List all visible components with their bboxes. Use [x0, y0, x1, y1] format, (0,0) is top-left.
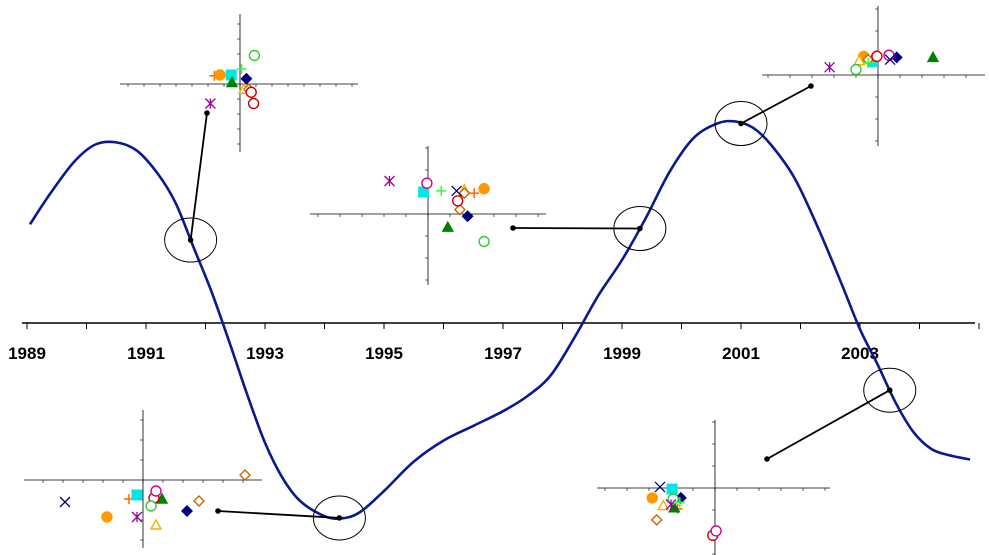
- inset-anchor-dot: [204, 110, 210, 116]
- scatter-point: [853, 54, 866, 66]
- curve-dot: [886, 387, 893, 394]
- scatter-point: [478, 182, 490, 195]
- inset-mid: [310, 146, 546, 285]
- scatter-point: [469, 188, 480, 199]
- callout: [164, 110, 218, 263]
- x-tick-label: 1989: [8, 344, 46, 363]
- scatter-point: [149, 518, 163, 530]
- scatter-point: [650, 513, 663, 526]
- scatter-point: [710, 525, 722, 537]
- scatter-point: [131, 489, 143, 501]
- callout-circle: [164, 217, 218, 263]
- curve-dot: [336, 515, 343, 521]
- scatter-point: [248, 49, 261, 62]
- connector-line: [512, 227, 640, 230]
- scatter-point: [131, 511, 143, 523]
- scatter-point: [59, 496, 71, 508]
- connector-line: [740, 85, 812, 125]
- callout-circle: [312, 495, 366, 541]
- scatter-point: [181, 505, 193, 517]
- curve-dot: [187, 237, 194, 243]
- inset-br: [597, 420, 830, 555]
- callout-circle: [863, 367, 917, 413]
- x-tick-label: 1999: [603, 344, 641, 363]
- scatter-point: [204, 98, 216, 109]
- scatter-point: [461, 210, 474, 223]
- scatter-point: [436, 185, 447, 196]
- scatter-point: [240, 72, 253, 85]
- connector-line: [189, 112, 208, 241]
- x-axis: 1989 1991 1993 1995 1997 1999 2001 2003: [8, 322, 980, 363]
- scatter-point: [452, 195, 464, 207]
- inset-scatter-plots: [24, 6, 985, 555]
- scatter-point: [214, 69, 226, 81]
- connector-line: [217, 510, 340, 519]
- scatter-point: [666, 483, 678, 495]
- scatter-point: [145, 500, 157, 512]
- callout: [215, 495, 366, 541]
- x-tick-label: 1997: [484, 344, 522, 363]
- scatter-point: [236, 64, 247, 74]
- scatter-point: [453, 203, 466, 216]
- scatter-point: [850, 63, 862, 76]
- connector-line: [766, 389, 891, 460]
- scatter-point: [193, 495, 205, 507]
- scatter-point: [654, 481, 666, 493]
- inset-bl: [24, 410, 262, 548]
- inset-tr: [762, 6, 985, 146]
- scatter-point: [225, 76, 239, 88]
- scatter-point: [101, 511, 113, 523]
- scatter-point: [824, 61, 836, 73]
- scatter-point: [150, 485, 162, 497]
- scatter-point: [384, 175, 395, 187]
- scatter-point: [665, 499, 677, 510]
- callout-layer: [164, 83, 917, 541]
- callout: [764, 367, 917, 462]
- series-line: [28, 119, 971, 520]
- scatter-point: [926, 50, 940, 63]
- scatter-point: [646, 492, 658, 504]
- callout-circle: [714, 101, 768, 146]
- scatter-point: [451, 185, 463, 197]
- scatter-point: [239, 469, 251, 481]
- scatter-point: [863, 57, 874, 68]
- inset-anchor-dot: [808, 83, 814, 89]
- scatter-point: [674, 497, 685, 508]
- scatter-point: [871, 50, 883, 62]
- scatter-point: [247, 97, 260, 110]
- scatter-point: [657, 499, 670, 511]
- x-tick-label: 1993: [246, 344, 284, 363]
- scatter-point: [245, 86, 257, 98]
- inset-anchor-dot: [510, 225, 516, 231]
- x-tick-label: 1995: [365, 344, 403, 363]
- curve-dot: [738, 120, 744, 127]
- curve-dot: [637, 225, 643, 232]
- scatter-point: [884, 54, 896, 66]
- x-tick-label: 2001: [722, 344, 760, 363]
- x-tick-label: 1991: [127, 344, 165, 363]
- callout: [714, 83, 814, 146]
- inset-anchor-dot: [215, 508, 221, 514]
- scatter-point: [478, 235, 490, 248]
- scatter-point: [421, 177, 433, 189]
- inset-tl: [120, 14, 358, 152]
- scatter-point: [441, 220, 454, 232]
- callout: [510, 206, 667, 251]
- inset-anchor-dot: [764, 456, 770, 462]
